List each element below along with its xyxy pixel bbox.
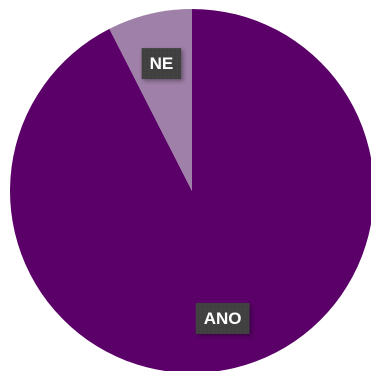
pie-labels: ANO NE xyxy=(141,48,250,334)
data-label-text: NE xyxy=(150,54,174,73)
data-label-box xyxy=(141,48,182,80)
data-label-ano: ANO xyxy=(195,302,250,334)
data-label-box xyxy=(195,302,250,334)
data-label-text: ANO xyxy=(204,309,242,328)
data-label-ne: NE xyxy=(141,48,182,80)
pie-slices xyxy=(10,9,371,371)
pie-slice-ano xyxy=(10,9,371,371)
